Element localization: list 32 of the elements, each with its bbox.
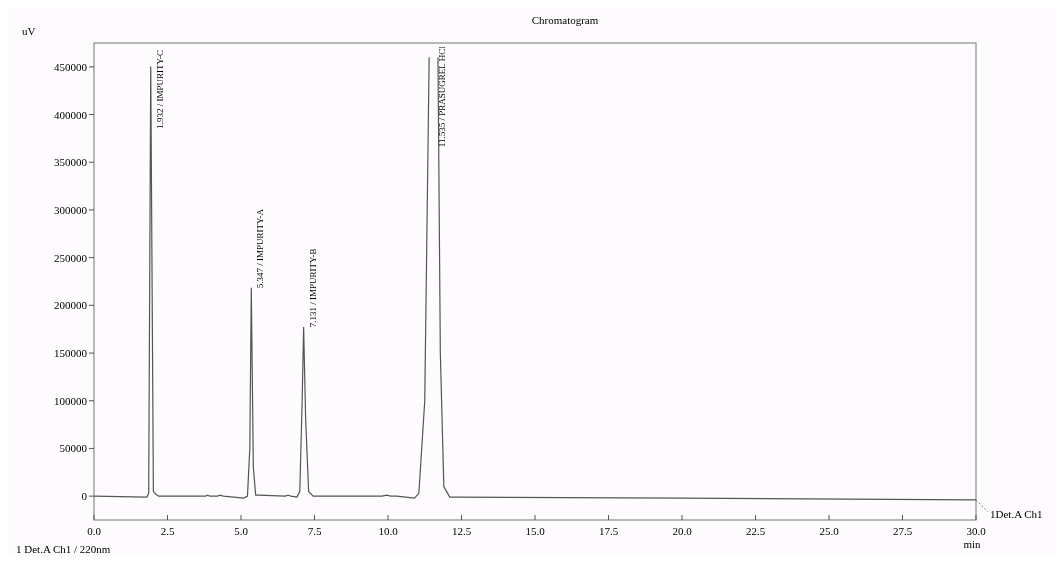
y-tick-label: 0 [81,490,88,503]
annotation: 7.131 / IMPURITY-B [307,248,318,328]
chart-title: Chromatogram [531,14,599,26]
x-tick-label: 10.0 [378,525,399,537]
y-tick-label: 450000 [54,60,88,73]
y-tick-label: 250000 [54,251,88,264]
annotation: 11.535 / PRASUGREL HCl [437,45,448,148]
y-tick-label: 100000 [54,394,88,407]
y-tick-label: 150000 [54,347,88,360]
text: 1 Det.A Ch1 / 220nm [16,543,111,555]
annotation: 5.347 / IMPURITY-A [255,208,266,289]
annotation: 1.932 / IMPURITY-C [154,50,165,129]
y-tick-label: 300000 [54,203,88,216]
y-tick-label: 400000 [54,108,88,121]
y-axis-title: uV [22,25,36,37]
y-tick-label: 350000 [54,156,88,169]
annotation: 1Det.A Ch1 [990,507,1043,520]
x-tick-label: 27.5 [892,525,913,537]
x-axis-title: min [963,538,982,550]
x-tick-label: 12.5 [451,525,472,537]
x-tick-label: 2.5 [160,525,175,537]
x-tick-label: 20.0 [672,525,693,537]
x-tick-label: 0.0 [87,525,102,537]
x-tick-label: 30.0 [966,525,987,537]
x-tick-label: 7.5 [307,525,322,537]
x-tick-label: 22.5 [745,525,766,537]
y-tick-label: 200000 [54,299,88,312]
x-tick-label: 5.0 [234,525,249,537]
x-tick-label: 15.0 [525,525,546,537]
x-tick-label: 17.5 [598,525,619,537]
y-tick-label: 50000 [59,442,88,455]
x-tick-label: 25.0 [819,525,840,537]
